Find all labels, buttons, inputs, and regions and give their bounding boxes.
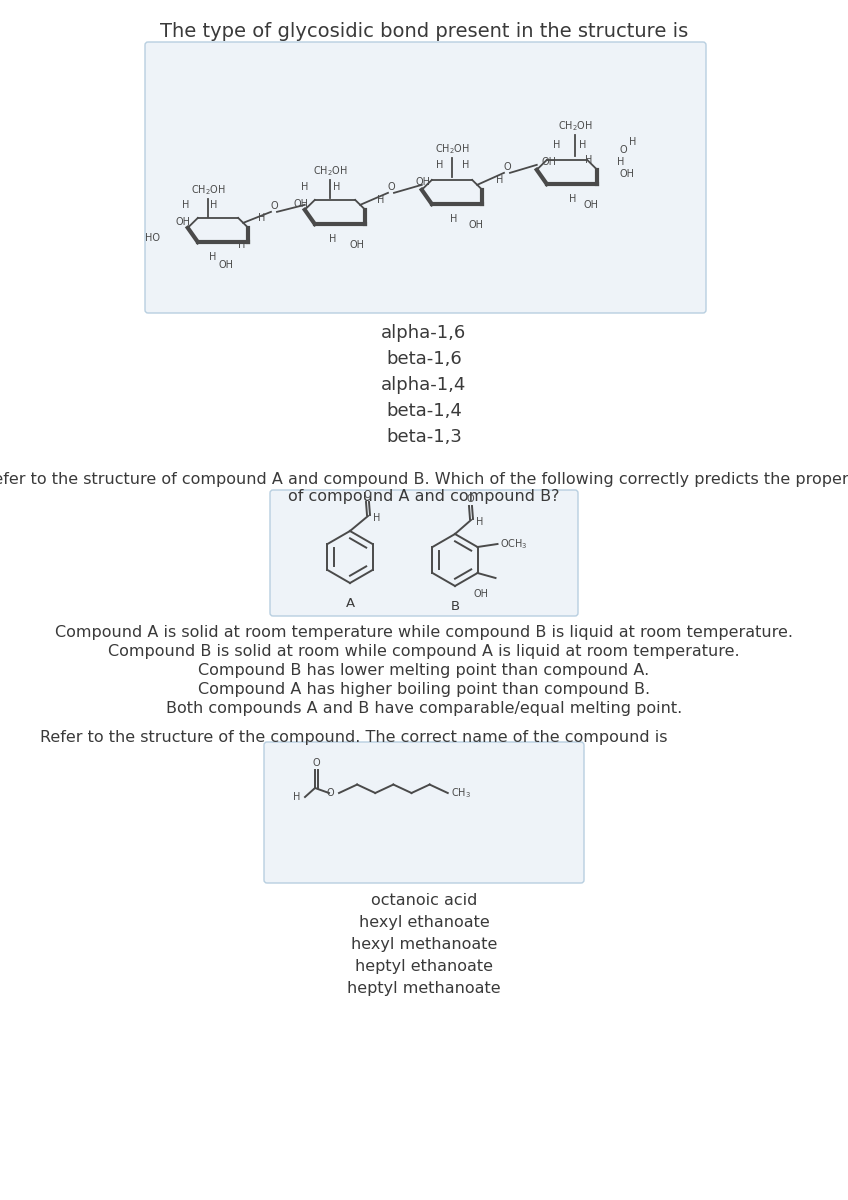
Text: Compound B is solid at room while compound A is liquid at room temperature.: Compound B is solid at room while compou… bbox=[109, 644, 739, 659]
Text: heptyl methanoate: heptyl methanoate bbox=[347, 982, 501, 996]
Text: OCH$_3$: OCH$_3$ bbox=[499, 538, 527, 551]
Text: H: H bbox=[293, 792, 300, 802]
Text: O: O bbox=[326, 788, 334, 798]
Text: B: B bbox=[450, 600, 460, 613]
Text: O: O bbox=[503, 162, 510, 172]
Text: O: O bbox=[466, 494, 474, 504]
Text: OH: OH bbox=[415, 176, 430, 187]
Text: CH$_2$OH: CH$_2$OH bbox=[434, 142, 470, 156]
Text: H: H bbox=[301, 182, 309, 192]
Text: H: H bbox=[258, 214, 265, 223]
Text: CH$_2$OH: CH$_2$OH bbox=[191, 184, 226, 197]
Text: OH: OH bbox=[349, 240, 365, 250]
Text: H: H bbox=[210, 200, 218, 210]
Text: Compound B has lower melting point than compound A.: Compound B has lower melting point than … bbox=[198, 662, 650, 678]
Text: H: H bbox=[585, 155, 593, 164]
FancyBboxPatch shape bbox=[145, 42, 706, 313]
Text: H: H bbox=[373, 514, 381, 523]
Text: hexyl ethanoate: hexyl ethanoate bbox=[359, 914, 489, 930]
Text: O: O bbox=[363, 490, 371, 500]
Text: H: H bbox=[496, 175, 504, 185]
Text: H: H bbox=[569, 194, 577, 204]
Text: H: H bbox=[377, 194, 384, 205]
Text: alpha-1,6: alpha-1,6 bbox=[382, 324, 466, 342]
Text: OH: OH bbox=[175, 217, 190, 227]
Text: OH: OH bbox=[542, 157, 557, 167]
FancyBboxPatch shape bbox=[264, 742, 584, 883]
Text: heptyl ethanoate: heptyl ethanoate bbox=[355, 959, 493, 974]
Text: H: H bbox=[329, 234, 337, 244]
Text: OH: OH bbox=[468, 220, 483, 230]
Text: OH: OH bbox=[219, 260, 233, 270]
Text: CH$_3$: CH$_3$ bbox=[451, 786, 471, 800]
Text: H: H bbox=[629, 137, 636, 146]
Text: H: H bbox=[437, 160, 444, 170]
Text: The type of glycosidic bond present in the structure is: The type of glycosidic bond present in t… bbox=[160, 22, 688, 41]
Text: hexyl methanoate: hexyl methanoate bbox=[351, 937, 497, 952]
Text: H: H bbox=[209, 252, 217, 262]
Text: H: H bbox=[450, 214, 458, 224]
Text: H: H bbox=[553, 140, 561, 150]
Text: H: H bbox=[238, 240, 245, 250]
Text: CH$_2$OH: CH$_2$OH bbox=[557, 119, 593, 133]
Text: beta-1,3: beta-1,3 bbox=[386, 428, 462, 446]
Text: HO: HO bbox=[145, 233, 160, 242]
Text: CH$_2$OH: CH$_2$OH bbox=[313, 164, 348, 178]
Text: O: O bbox=[620, 145, 628, 155]
Text: beta-1,6: beta-1,6 bbox=[386, 350, 462, 368]
Text: H: H bbox=[182, 200, 190, 210]
Text: H: H bbox=[462, 160, 470, 170]
Text: O: O bbox=[312, 758, 320, 768]
Text: of compound A and compound B?: of compound A and compound B? bbox=[288, 490, 560, 504]
Text: OH: OH bbox=[473, 589, 488, 599]
Text: O: O bbox=[271, 200, 278, 211]
Text: beta-1,4: beta-1,4 bbox=[386, 402, 462, 420]
Text: Compound A is solid at room temperature while compound B is liquid at room tempe: Compound A is solid at room temperature … bbox=[55, 625, 793, 640]
Text: OH: OH bbox=[583, 200, 599, 210]
Text: H: H bbox=[579, 140, 587, 150]
Text: A: A bbox=[345, 596, 354, 610]
Text: OH: OH bbox=[294, 199, 309, 209]
Text: Compound A has higher boiling point than compound B.: Compound A has higher boiling point than… bbox=[198, 682, 650, 697]
Text: Refer to the structure of the compound. The correct name of the compound is: Refer to the structure of the compound. … bbox=[40, 730, 667, 745]
FancyBboxPatch shape bbox=[270, 490, 578, 616]
Text: H: H bbox=[476, 517, 483, 527]
Text: Refer to the structure of compound A and compound B. Which of the following corr: Refer to the structure of compound A and… bbox=[0, 472, 848, 487]
Text: alpha-1,4: alpha-1,4 bbox=[382, 376, 466, 394]
Text: OH: OH bbox=[619, 169, 634, 179]
Text: H: H bbox=[333, 182, 341, 192]
Text: H: H bbox=[617, 157, 624, 167]
Text: O: O bbox=[388, 182, 395, 192]
Text: octanoic acid: octanoic acid bbox=[371, 893, 477, 908]
Text: Both compounds A and B have comparable/equal melting point.: Both compounds A and B have comparable/e… bbox=[166, 701, 682, 716]
